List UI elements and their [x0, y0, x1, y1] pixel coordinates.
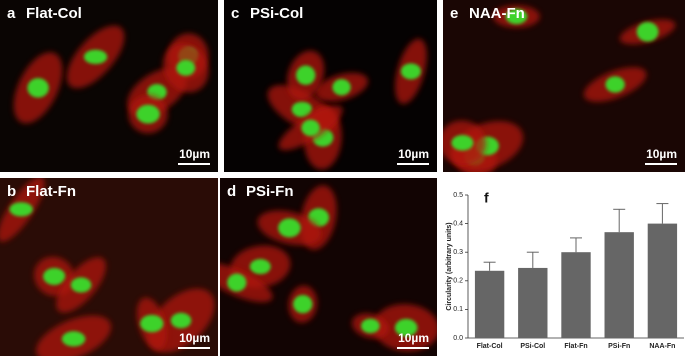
nucleus	[176, 59, 196, 76]
panel-letter: e	[450, 5, 458, 22]
nucleus	[301, 119, 320, 137]
panel-title: PSi-Fn	[246, 183, 294, 200]
micrograph	[220, 178, 437, 356]
micrograph-content	[443, 0, 685, 172]
nucleus	[295, 65, 316, 85]
nucleus	[61, 331, 86, 347]
micrograph-content	[0, 0, 218, 172]
nucleus	[293, 294, 313, 314]
error-bar	[613, 208, 626, 233]
panel-letter: c	[231, 5, 239, 22]
scale-label: 10µm	[179, 331, 210, 345]
micrograph-content	[0, 178, 218, 356]
y-tick-label: 0.5	[453, 192, 463, 199]
nucleus	[278, 218, 301, 238]
bar	[647, 223, 678, 338]
panel-title: PSi-Col	[250, 5, 303, 22]
panel-letter: f	[484, 190, 489, 206]
nucleus	[227, 273, 247, 292]
bar	[518, 267, 548, 338]
nucleus	[136, 104, 160, 124]
y-tick-label: 0.1	[453, 306, 463, 313]
x-tick-label: PSi-Fn	[608, 343, 630, 350]
y-tick-label: 0.0	[453, 335, 463, 342]
micrograph	[443, 0, 685, 172]
micrograph	[0, 0, 218, 172]
y-tick-label: 0.4	[453, 220, 463, 227]
nucleus	[332, 79, 351, 96]
micrograph-content	[224, 0, 437, 172]
nucleus	[249, 259, 271, 275]
panel-title: Flat-Col	[26, 5, 82, 22]
panel-title: NAA-Fn	[469, 5, 525, 22]
nucleus	[361, 318, 380, 334]
x-tick-label: NAA-Fn	[649, 343, 675, 350]
bar	[604, 232, 634, 338]
error-bar	[656, 203, 669, 224]
nucleus	[394, 318, 418, 337]
nucleus	[291, 101, 313, 118]
panel-title: Flat-Fn	[26, 183, 76, 200]
nucleus	[43, 268, 66, 286]
nucleus	[451, 135, 474, 151]
nucleus	[9, 202, 33, 217]
micrograph	[0, 178, 218, 356]
micrograph-content	[220, 178, 437, 356]
nucleus	[70, 277, 92, 293]
bar	[474, 270, 505, 338]
y-tick-label: 0.2	[453, 278, 463, 285]
nucleus	[400, 63, 421, 80]
x-tick-label: Flat-Fn	[564, 343, 587, 350]
nucleus	[170, 312, 192, 329]
bar	[561, 252, 591, 338]
scale-label: 10µm	[398, 331, 429, 345]
nucleus	[636, 22, 659, 42]
error-bar	[570, 237, 582, 253]
panel-letter: b	[7, 183, 16, 200]
panel-letter: d	[227, 183, 236, 200]
error-bar	[526, 251, 539, 268]
nucleus	[83, 49, 108, 65]
nucleus	[505, 8, 528, 25]
scale-label: 10µm	[398, 147, 429, 161]
nucleus	[140, 314, 164, 333]
panel-letter: a	[7, 5, 16, 22]
micrograph	[224, 0, 437, 172]
x-tick-label: PSi-Col	[520, 343, 545, 350]
y-axis-title: Circularity (arbitrary units)	[446, 222, 453, 310]
scale-label: 10µm	[646, 147, 677, 161]
x-tick-label: Flat-Col	[477, 343, 503, 350]
nucleus	[27, 78, 49, 98]
y-tick-label: 0.3	[453, 249, 463, 256]
scale-label: 10µm	[179, 147, 210, 161]
nucleus	[605, 76, 625, 93]
error-bar	[483, 261, 496, 271]
